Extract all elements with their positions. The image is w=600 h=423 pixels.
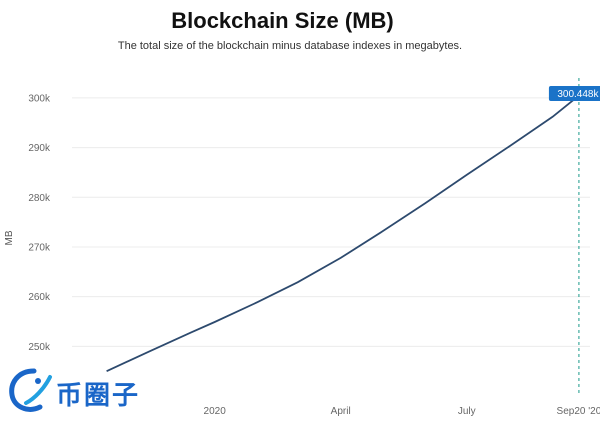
value-tooltip-text: 300.448k: [557, 89, 599, 100]
x-axis-ticks: 2020 April July Sep20 '20: [204, 406, 600, 417]
x-tick-label: 2020: [204, 406, 227, 417]
chart-subtitle: The total size of the blockchain minus d…: [117, 40, 463, 52]
value-tooltip-badge: 300.448k: [548, 86, 600, 101]
y-axis-ticks: 250k 260k 270k 280k 290k 300k: [28, 93, 51, 352]
y-tick-label: 250k: [28, 342, 51, 353]
series-line: [106, 94, 580, 373]
y-tick-label: 290k: [28, 143, 51, 154]
x-tick-label: Sep20 '20: [557, 406, 600, 417]
x-tick-label: July: [458, 406, 476, 417]
watermark-logo: 币圈子: [4, 363, 174, 417]
y-tick-label: 270k: [28, 242, 51, 253]
watermark-text: 币圈子: [56, 381, 141, 411]
x-tick-label: April: [331, 406, 351, 417]
grid-lines: [72, 97, 590, 347]
y-tick-label: 300k: [28, 93, 51, 104]
chart-title: Blockchain Size (MB): [171, 8, 394, 33]
y-tick-label: 260k: [28, 292, 51, 303]
y-tick-label: 280k: [28, 193, 51, 204]
y-axis-title: MB: [4, 230, 15, 245]
watermark-swoosh-icon: [9, 368, 52, 412]
